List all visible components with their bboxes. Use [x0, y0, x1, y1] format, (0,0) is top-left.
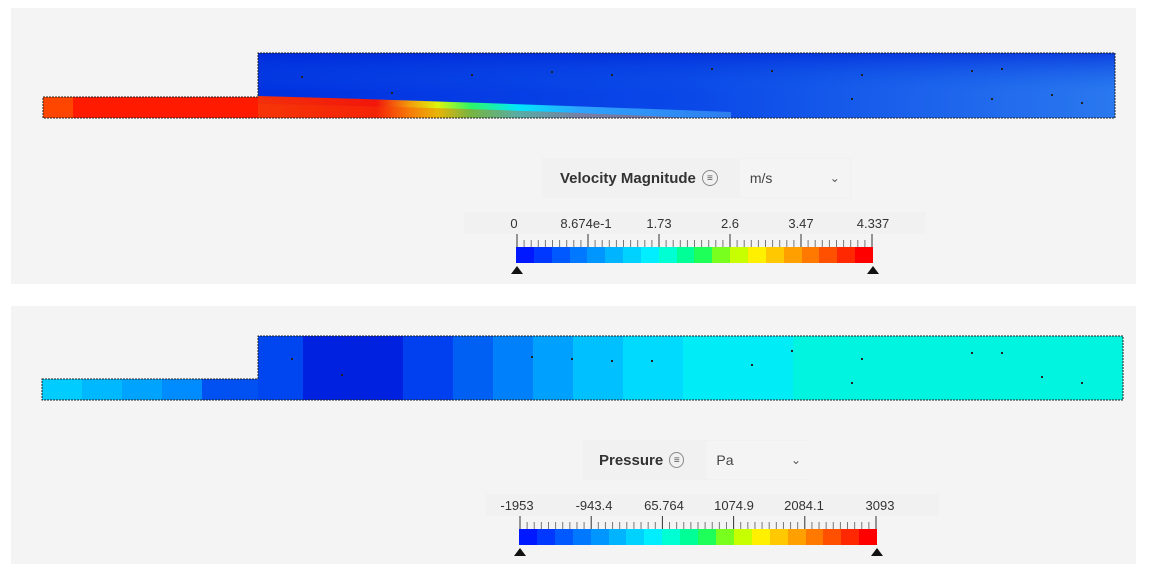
chevron-down-icon: ⌄ [790, 453, 801, 467]
velocity-tick-label: 4.337 [856, 216, 890, 231]
colorbar-segment [698, 529, 716, 545]
colorbar-segment [747, 247, 766, 263]
colorbar-segment [658, 247, 677, 263]
pressure-scale-labels [486, 494, 939, 516]
velocity-min-handle[interactable] [511, 266, 523, 274]
colorbar-segment [569, 247, 588, 263]
colorbar-segment [680, 529, 699, 545]
legend-settings-icon[interactable]: ≡ [701, 170, 718, 186]
colorbar-segment [783, 247, 802, 263]
colorbar-segment [769, 529, 788, 545]
colorbar-segment [623, 247, 641, 263]
colorbar-segment [590, 529, 609, 545]
pressure-colorbar-ticks [519, 516, 877, 529]
chevron-down-icon: ⌄ [829, 171, 840, 185]
pressure-legend-header: Pressure ≡ Pa ⌄ [583, 440, 811, 480]
colorbar-segment [787, 529, 806, 545]
velocity-tick-label: 0 [510, 216, 518, 231]
colorbar-segment [841, 529, 860, 545]
pressure-unit-value: Pa [716, 452, 734, 468]
pressure-colorbar [519, 529, 878, 545]
velocity-unit-select[interactable]: m/s ⌄ [739, 159, 850, 197]
colorbar-segment [712, 247, 731, 263]
colorbar-segment [715, 529, 734, 545]
pressure-contour-plot[interactable] [11, 306, 1136, 416]
colorbar-segment [859, 529, 878, 545]
velocity-colorbar [516, 247, 873, 263]
legend-settings-icon[interactable]: ≡ [669, 452, 685, 468]
velocity-max-handle[interactable] [867, 266, 879, 274]
colorbar-segment [587, 247, 606, 263]
colorbar-segment [676, 247, 695, 263]
colorbar-segment [608, 529, 627, 545]
colorbar-segment [765, 247, 784, 263]
colorbar-segment [805, 529, 824, 545]
colorbar-segment [730, 247, 748, 263]
colorbar-segment [733, 529, 752, 545]
colorbar-segment [640, 247, 659, 263]
pressure-tick-label: 1074.9 [714, 498, 754, 513]
pressure-panel: Pressure ≡ Pa ⌄ -1953 -943.4 65.764 1074… [11, 306, 1136, 564]
colorbar-segment [551, 247, 570, 263]
pressure-tick-label: -1953 [500, 498, 534, 513]
pressure-max-handle[interactable] [871, 548, 883, 556]
colorbar-segment [801, 247, 820, 263]
colorbar-segment [533, 247, 552, 263]
colorbar-segment [519, 529, 537, 545]
velocity-legend-title: Velocity Magnitude [560, 169, 696, 187]
colorbar-segment [662, 529, 681, 545]
colorbar-segment [694, 247, 713, 263]
pressure-tick-label: 3093 [865, 498, 895, 513]
colorbar-segment [605, 247, 624, 263]
colorbar-segment [644, 529, 663, 545]
velocity-tick-label: 2.6 [720, 216, 740, 231]
colorbar-segment [572, 529, 591, 545]
velocity-contour-plot[interactable] [11, 8, 1136, 148]
colorbar-segment [536, 529, 555, 545]
velocity-legend-header: Velocity Magnitude ≡ m/s ⌄ [542, 158, 852, 198]
velocity-colorbar-ticks [516, 234, 873, 247]
velocity-unit-value: m/s [749, 170, 773, 186]
colorbar-segment [819, 247, 838, 263]
colorbar-segment [554, 529, 573, 545]
pressure-tick-label: -943.4 [575, 498, 613, 513]
velocity-tick-label: 3.47 [788, 216, 814, 231]
velocity-panel: Velocity Magnitude ≡ m/s ⌄ 0 8.674e-1 1.… [11, 8, 1136, 284]
velocity-tick-label: 8.674e-1 [560, 216, 612, 231]
pressure-tick-label: 65.764 [644, 498, 684, 513]
colorbar-segment [855, 247, 873, 263]
colorbar-segment [626, 529, 645, 545]
velocity-scale-labels [464, 212, 926, 234]
velocity-tick-label: 1.73 [646, 216, 672, 231]
pressure-min-handle[interactable] [514, 548, 526, 556]
pressure-tick-label: 2084.1 [784, 498, 824, 513]
colorbar-segment [751, 529, 770, 545]
colorbar-segment [823, 529, 842, 545]
colorbar-segment [837, 247, 856, 263]
pressure-unit-select[interactable]: Pa ⌄ [706, 441, 811, 479]
pressure-legend-title: Pressure [599, 451, 664, 469]
colorbar-segment [516, 247, 534, 263]
